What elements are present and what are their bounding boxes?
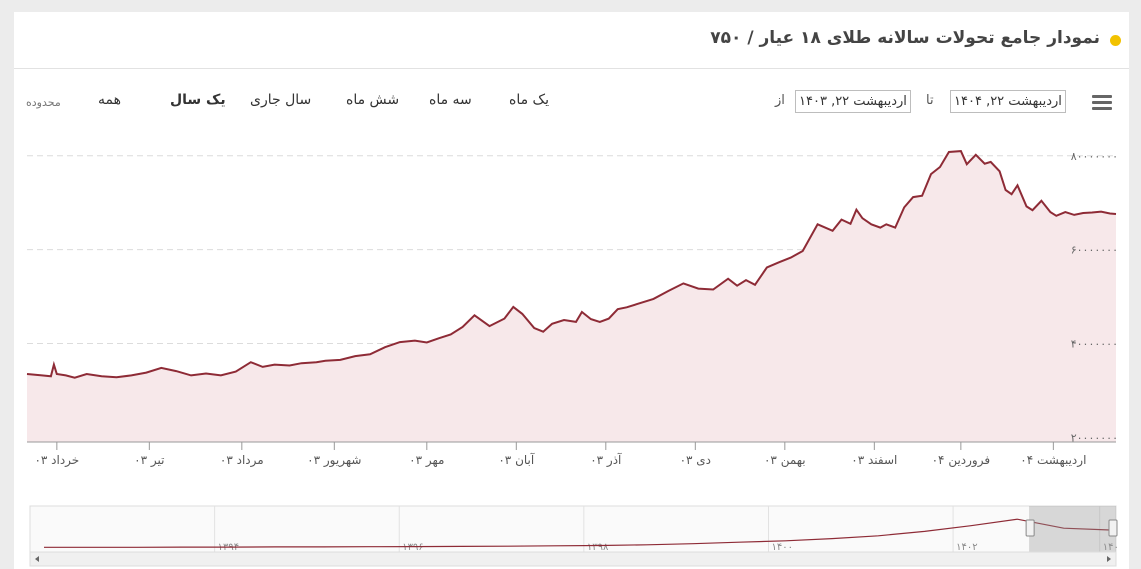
scroll-right-arrow-icon [1107,556,1111,562]
y-tick-label: ۴۰۰۰۰۰۰۰ [1071,337,1118,350]
navigator-frame [29,505,1117,553]
range-button-ytd[interactable]: سال جاری [250,92,312,108]
navigator-selection [1029,506,1116,552]
range-button-6m[interactable]: شش ماه [346,92,400,108]
to-date-input[interactable]: اردیبهشت ۲۲, ۱۴۰۴ [950,90,1066,113]
x-tick-label: دی ۰۳ [680,453,711,467]
y-tick-label: ۶۰۰۰۰۰۰۰ [1071,244,1118,257]
navigator-series-line [44,518,1111,548]
y-tick-label: ۲۰۰۰۰۰۰۰ [1071,431,1118,444]
indicator-dot-icon [1110,35,1121,46]
x-tick-label: فروردین ۰۴ [932,453,990,468]
hamburger-menu-icon[interactable] [1092,95,1112,111]
card-header: نمودار جامع تحولات سالانه طلای ۱۸ عیار /… [14,12,1129,69]
chart-area: ۲۰۰۰۰۰۰۰ ۴۰۰۰۰۰۰۰ ۶۰۰۰۰۰۰۰ ۸۰۰۰۰۰۰۰ خرداد ۰… [26,150,1119,567]
x-tick-label: مرداد ۰۳ [220,453,264,468]
x-tick-label: خرداد ۰۳ [34,453,79,468]
navigator[interactable]: ۱۳۹۴۱۳۹۶۱۳۹۸۱۴۰۰۱۴۰۲۱۴۰ [29,505,1119,567]
x-tick-label: آبان ۰۳ [498,452,535,467]
range-button-1m[interactable]: یک ماه [509,92,549,108]
x-tick-label: اسفند ۰۳ [851,453,897,467]
navigator-year-label: ۱۳۹۸ [587,542,609,553]
navigator-handle [1025,519,1035,537]
x-tick-label: اردیبهشت ۰۴ [1020,453,1086,468]
chart-toolbar: محدوده همه یک سال سال جاری شش ماه سه ماه… [14,68,1129,128]
zoom-label: محدوده [26,96,61,109]
x-tick-label: تیر ۰۳ [134,453,164,468]
navigator-handle [1108,519,1118,537]
chart-title: نمودار جامع تحولات سالانه طلای ۱۸ عیار /… [710,28,1100,48]
x-tick-label: شهریور ۰۳ [307,453,361,468]
y-axis: ۲۰۰۰۰۰۰۰ ۴۰۰۰۰۰۰۰ ۶۰۰۰۰۰۰۰ ۸۰۰۰۰۰۰۰ [1071,150,1118,445]
x-tick-label: بهمن ۰۳ [764,453,806,468]
chart-card: نمودار جامع تحولات سالانه طلای ۱۸ عیار /… [14,12,1129,569]
range-button-3m[interactable]: سه ماه [429,92,472,108]
navigator-scrollbar [29,551,1117,567]
scroll-left-arrow-icon [35,556,39,562]
x-tick-label: مهر ۰۳ [409,453,444,468]
from-date-input[interactable]: اردیبهشت ۲۲, ۱۴۰۳ [795,90,911,113]
navigator-year-label: ۱۳۹۶ [402,542,423,553]
range-button-1y[interactable]: یک سال [170,92,226,108]
x-axis: خرداد ۰۳ تیر ۰۳ مرداد ۰۳ شهریور ۰۳ مهر ۰۳ آبا… [27,441,1116,468]
navigator-year-label: ۱۴۰۲ [956,542,977,553]
x-tick-label: آذر ۰۳ [590,452,622,468]
navigator-year-label: ۱۴۰ [1103,542,1119,553]
series-area [27,151,1116,442]
y-tick-label: ۸۰۰۰۰۰۰۰ [1071,150,1118,163]
to-label: تا [926,93,934,108]
from-label: از [775,93,785,108]
range-button-all[interactable]: همه [98,92,121,108]
series-line [26,150,1117,379]
navigator-year-label: ۱۴۰۰ [771,542,792,553]
